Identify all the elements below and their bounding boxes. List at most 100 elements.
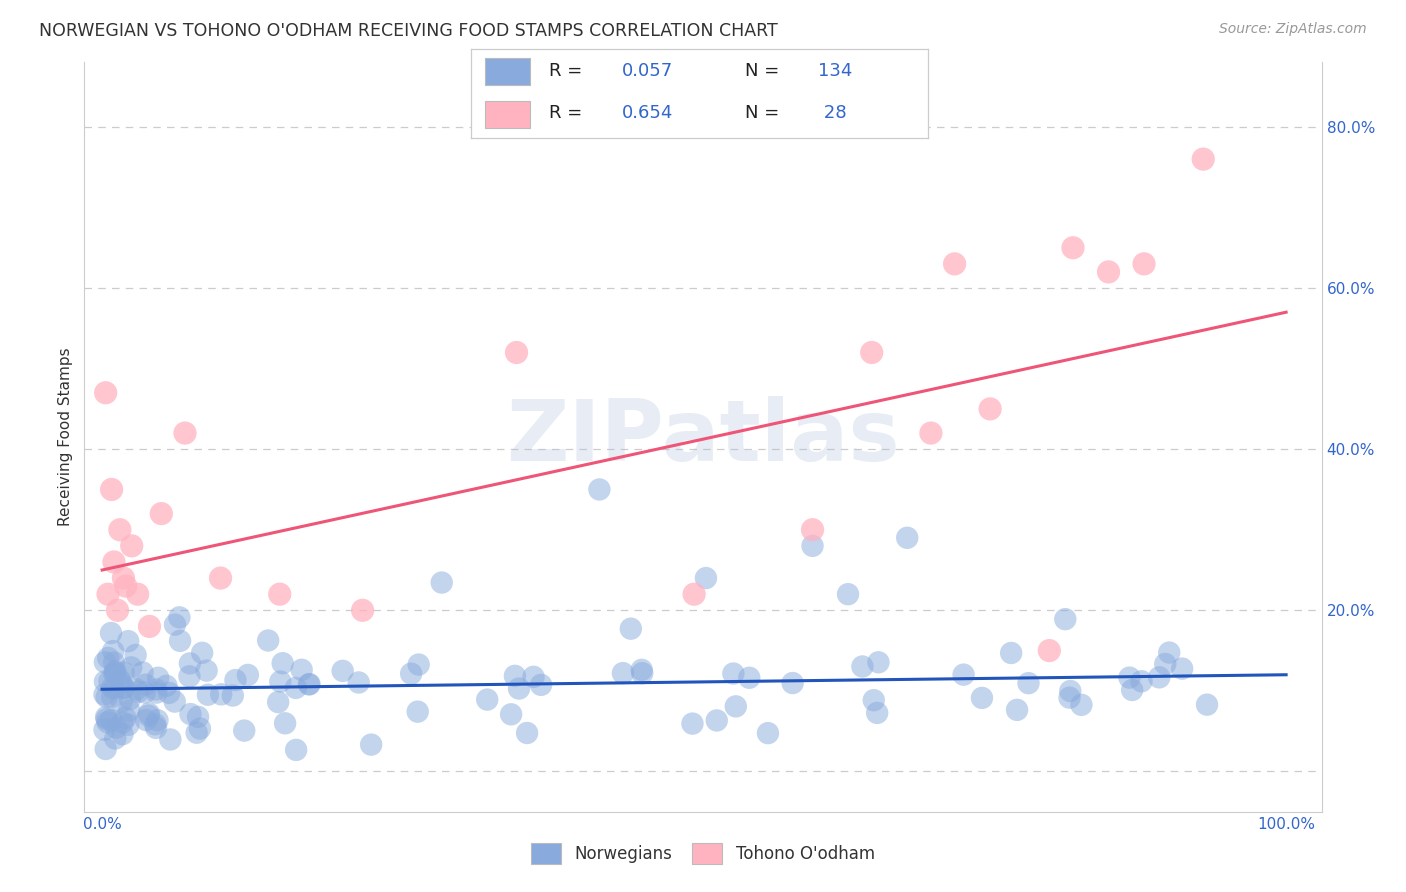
Point [179,707,201,722]
Point [943,257,966,271]
Point [236,668,259,682]
Point [866,706,889,720]
Point [588,483,610,497]
Point [145,721,167,735]
Point [104,665,127,679]
Point [94,385,117,400]
Point [352,603,374,617]
Point [97,651,120,665]
Point [851,659,873,673]
Legend: Norwegians, Tohono O'odham: Norwegians, Tohono O'odham [524,836,882,871]
Point [93,688,115,702]
Point [101,690,124,704]
Point [269,587,291,601]
Point [186,725,208,739]
Point [94,674,117,689]
Point [93,723,115,737]
Point [174,425,197,440]
Point [477,692,499,706]
Point [179,669,201,683]
Point [501,707,523,722]
FancyBboxPatch shape [485,101,530,128]
Point [1059,690,1081,705]
Point [163,617,186,632]
Point [406,705,429,719]
Point [896,531,918,545]
Point [1038,643,1060,657]
Point [1118,671,1140,685]
Point [837,587,859,601]
Point [112,665,135,680]
Point [111,695,134,709]
Point [209,571,232,585]
Point [522,670,544,684]
Point [756,726,779,740]
Point [1054,612,1077,626]
Point [103,644,125,658]
Point [100,626,122,640]
Point [108,523,131,537]
Point [96,712,118,726]
Point [209,687,232,701]
Point [516,726,538,740]
Point [706,714,728,728]
Point [121,539,143,553]
Point [271,657,294,671]
Point [695,571,717,585]
Point [101,681,124,695]
Point [970,690,993,705]
Point [114,711,136,725]
Point [284,681,307,695]
Point [94,710,117,724]
Text: 134: 134 [818,62,852,80]
Y-axis label: Receiving Food Stamps: Receiving Food Stamps [58,348,73,526]
Point [801,523,824,537]
Point [285,743,308,757]
Point [862,693,884,707]
Point [1121,683,1143,698]
Point [1000,646,1022,660]
Point [103,555,125,569]
Point [110,676,132,690]
Point [100,713,122,727]
Point [179,657,201,671]
Point [146,671,169,685]
Point [612,666,634,681]
Point [360,738,382,752]
Point [1195,698,1218,712]
Point [508,681,530,696]
Point [1192,152,1215,166]
Point [100,483,122,497]
Point [408,657,430,672]
Point [125,682,148,697]
Point [1133,257,1156,271]
Point [257,633,280,648]
Point [801,539,824,553]
Text: 0.654: 0.654 [621,104,673,122]
Point [682,716,704,731]
Point [195,664,218,678]
Text: Source: ZipAtlas.com: Source: ZipAtlas.com [1219,22,1367,37]
Point [135,678,157,692]
Point [191,646,214,660]
Point [111,715,134,730]
Point [530,678,553,692]
Point [97,587,120,601]
Point [503,669,526,683]
Point [1018,676,1040,690]
Point [108,673,131,687]
Point [127,587,149,601]
Point [1062,241,1084,255]
Point [430,575,453,590]
Text: 28: 28 [818,104,846,122]
Point [723,666,745,681]
Point [1005,703,1028,717]
Point [117,634,139,648]
Point [157,686,180,700]
Point [104,665,127,680]
Point [298,677,321,691]
Point [159,732,181,747]
Point [112,681,135,696]
Text: R =: R = [548,62,588,80]
Text: NORWEGIAN VS TOHONO O'ODHAM RECEIVING FOOD STAMPS CORRELATION CHART: NORWEGIAN VS TOHONO O'ODHAM RECEIVING FO… [39,22,778,40]
